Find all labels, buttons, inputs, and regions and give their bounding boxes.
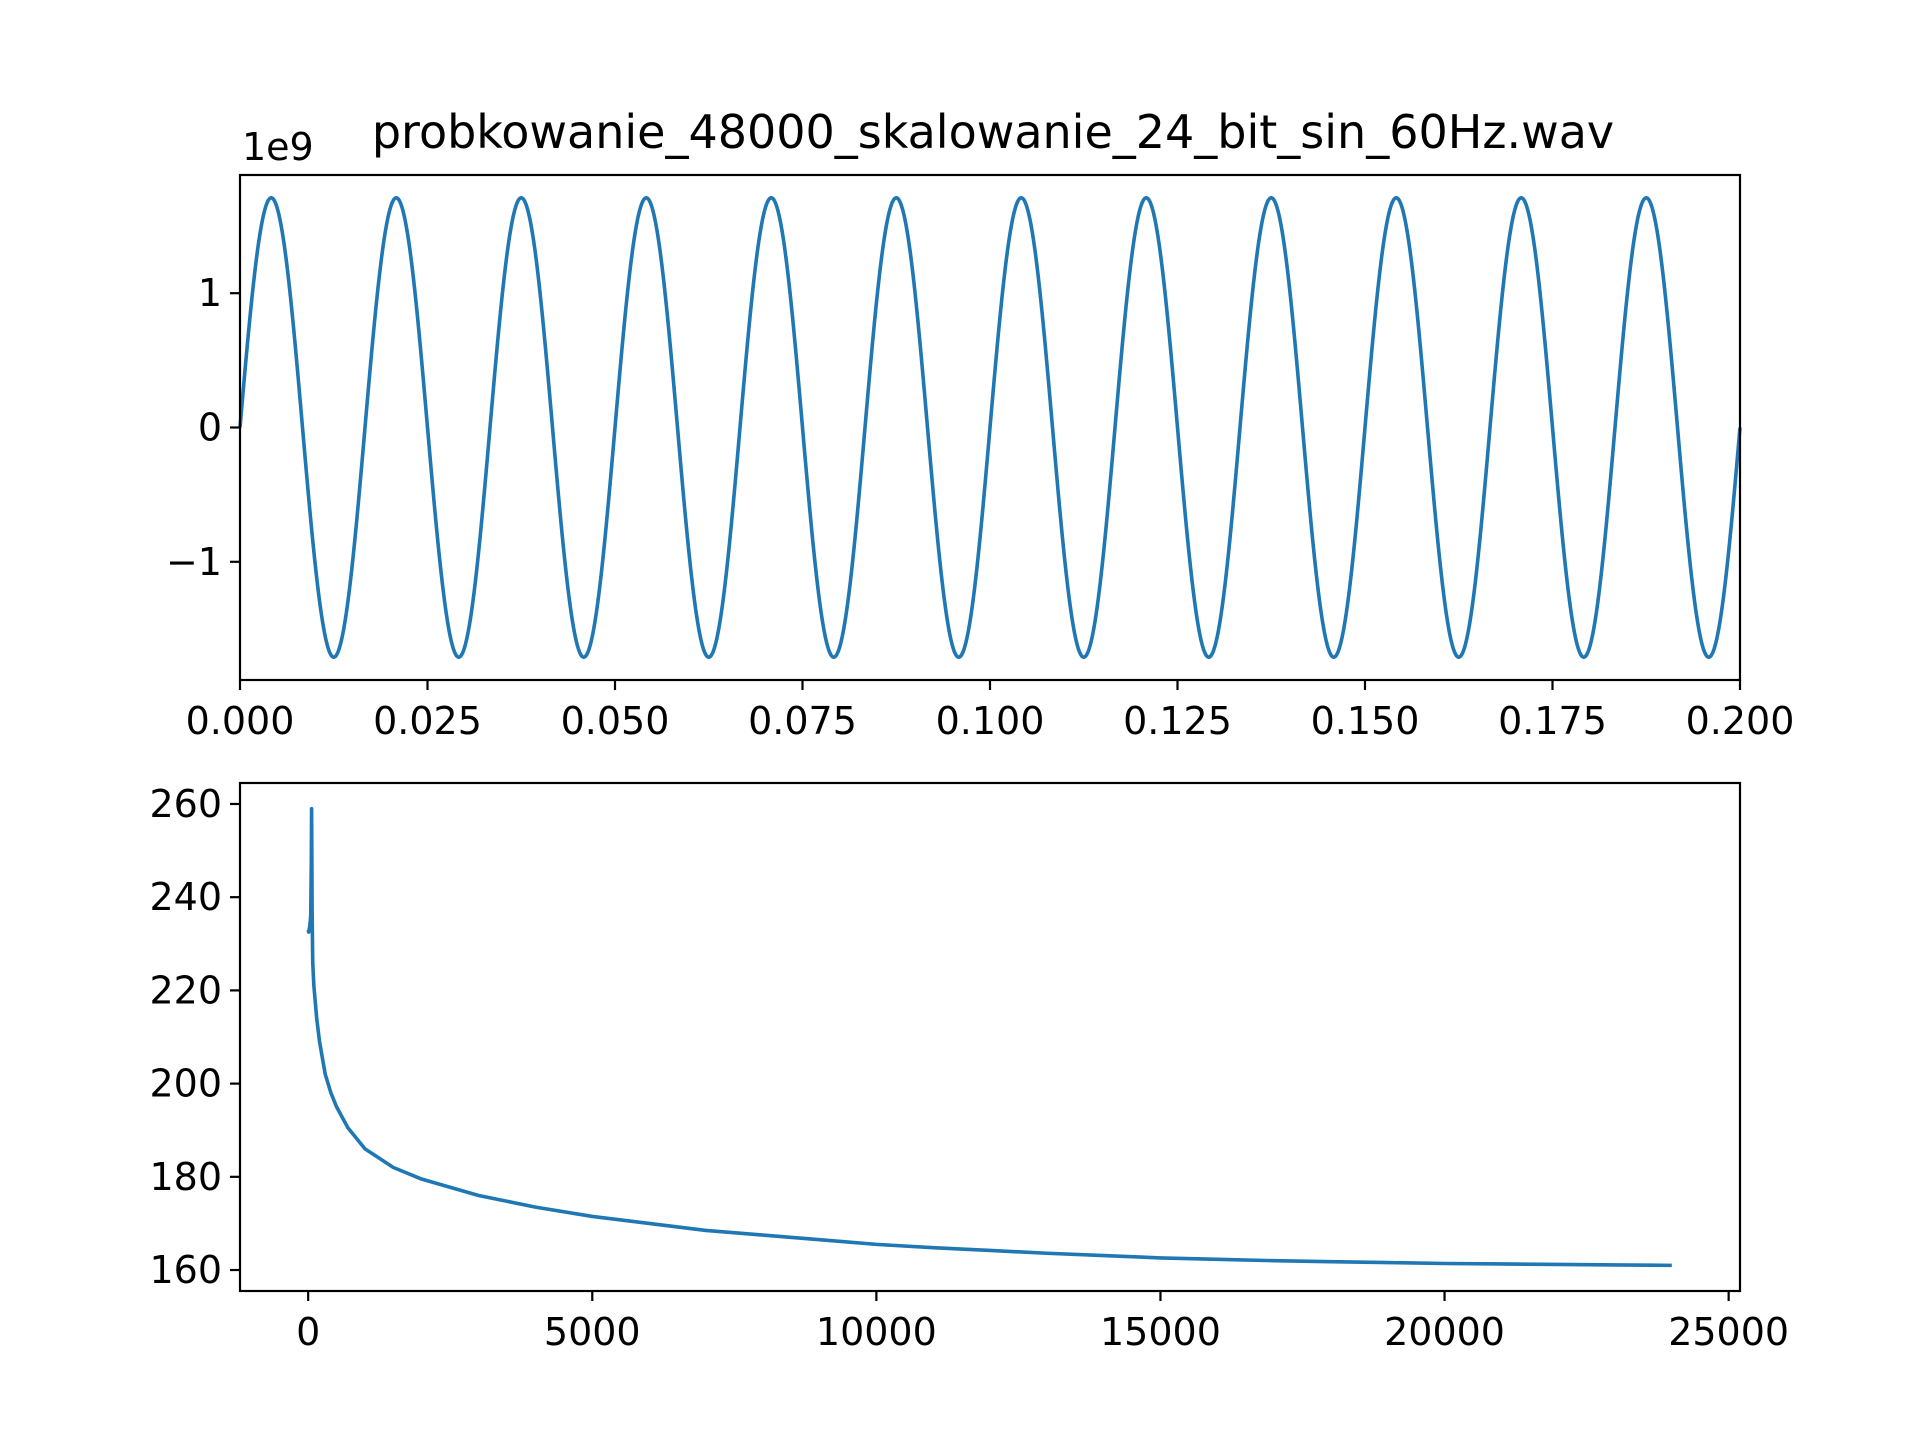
bottom-y-tick-label: 180 — [149, 1155, 222, 1199]
top-x-tick-label: 0.125 — [1123, 699, 1232, 743]
top-subplot: probkowanie_48000_skalowanie_24_bit_sin_… — [166, 105, 1794, 743]
top-x-tick-label: 0.025 — [373, 699, 482, 743]
chart-title: probkowanie_48000_skalowanie_24_bit_sin_… — [372, 105, 1614, 159]
bottom-x-tick-label: 5000 — [544, 1310, 641, 1354]
bottom-x-tick-label: 0 — [296, 1310, 320, 1354]
bottom-x-tick-label: 20000 — [1384, 1310, 1505, 1354]
top-y-tick-label: 0 — [198, 406, 222, 450]
bottom-axis-ticks: 0 5000 10000 15000 20000 25000 160 180 200 220 240… — [149, 782, 1789, 1354]
top-y-tick-label: −1 — [166, 540, 222, 584]
top-x-tick-label: 0.050 — [561, 699, 670, 743]
y-offset-label: 1e9 — [242, 125, 314, 169]
top-x-tick-label: 0.150 — [1311, 699, 1420, 743]
bottom-y-tick-label: 160 — [149, 1248, 222, 1292]
bottom-x-tick-label: 15000 — [1100, 1310, 1221, 1354]
top-y-tick-label: 1 — [198, 271, 222, 315]
top-x-tick-label: 0.000 — [186, 699, 295, 743]
bottom-series-line-0 — [306, 806, 1672, 1268]
bottom-plot-frame — [238, 781, 1742, 1293]
top-x-tick-label: 0.200 — [1686, 699, 1795, 743]
bottom-y-tick-label: 260 — [149, 782, 222, 826]
bottom-y-tick-label: 200 — [149, 1062, 222, 1106]
top-plot-frame — [238, 173, 1742, 682]
top-x-tick-label: 0.100 — [936, 699, 1045, 743]
top-axis-ticks: 0.000 0.025 0.050 0.075 0.100 0.125 0.150 0.175… — [166, 271, 1794, 743]
bottom-x-tick-label: 25000 — [1668, 1310, 1789, 1354]
bottom-subplot: 0 5000 10000 15000 20000 25000 160 180 200 220 240… — [149, 781, 1789, 1354]
bottom-x-tick-label: 10000 — [816, 1310, 937, 1354]
bottom-y-tick-label: 240 — [149, 875, 222, 919]
top-x-tick-label: 0.175 — [1498, 699, 1607, 743]
top-series-layer — [238, 196, 1742, 659]
top-x-tick-label: 0.075 — [748, 699, 857, 743]
bottom-series-layer — [306, 806, 1672, 1268]
bottom-y-tick-label: 220 — [149, 968, 222, 1012]
top-series-line-0 — [238, 196, 1742, 659]
